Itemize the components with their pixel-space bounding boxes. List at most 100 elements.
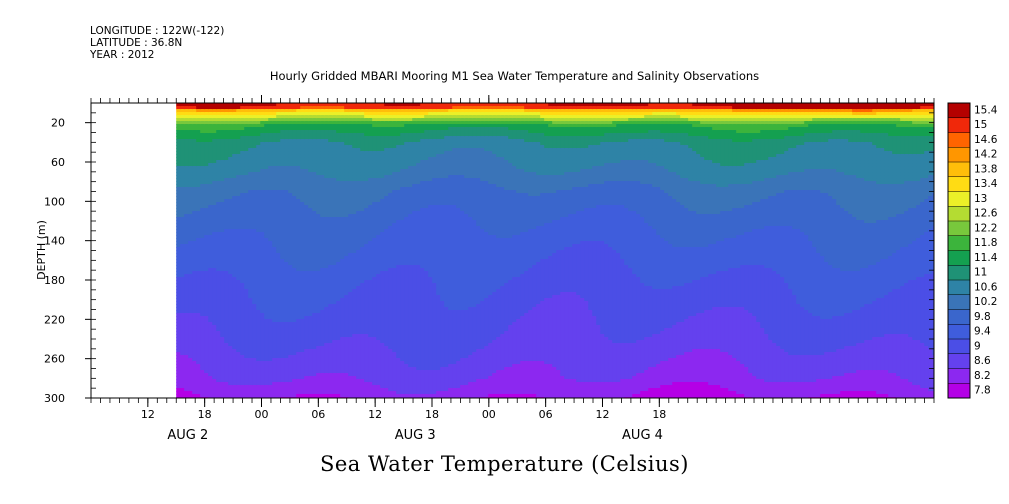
heatmap-cell [340, 223, 345, 227]
heatmap-cell [276, 394, 281, 398]
heatmap-cell [212, 364, 217, 368]
heatmap-cell [348, 172, 353, 176]
heatmap-cell [320, 385, 325, 389]
heatmap-cell [268, 340, 273, 344]
heatmap-cell [316, 151, 321, 155]
heatmap-cell [304, 205, 309, 209]
heatmap-cell [340, 346, 345, 350]
heatmap-cell [348, 118, 353, 122]
heatmap-cell [372, 319, 377, 323]
heatmap-cell [196, 154, 201, 158]
heatmap-cell [244, 229, 249, 233]
heatmap-cell [216, 154, 221, 158]
heatmap-cell [256, 190, 261, 194]
heatmap-cell [184, 232, 189, 236]
heatmap-cell [304, 262, 309, 266]
heatmap-cell [288, 304, 293, 308]
heatmap-cell [252, 124, 257, 128]
heatmap-cell [224, 187, 229, 191]
heatmap-cell [352, 118, 357, 122]
heatmap-cell [336, 355, 341, 359]
heatmap-cell [180, 121, 185, 125]
heatmap-cell [240, 103, 245, 107]
heatmap-cell [292, 121, 297, 125]
heatmap-cell [228, 358, 233, 362]
heatmap-cell [212, 223, 217, 227]
heatmap-cell [368, 196, 373, 200]
heatmap-cell [344, 361, 349, 365]
heatmap-cell [308, 127, 313, 131]
heatmap-cell [320, 376, 325, 380]
heatmap-cell [364, 376, 369, 380]
heatmap-cell [224, 208, 229, 212]
heatmap-cell [192, 193, 197, 197]
heatmap-cell [212, 145, 217, 149]
heatmap-cell [244, 355, 249, 359]
heatmap-cell [212, 334, 217, 338]
heatmap-cell [372, 148, 377, 152]
heatmap-cell [208, 247, 213, 251]
heatmap-cell [196, 271, 201, 275]
heatmap-cell [324, 367, 329, 371]
heatmap-cell [188, 346, 193, 350]
heatmap-cell [320, 160, 325, 164]
heatmap-cell [228, 280, 233, 284]
heatmap-cell [340, 349, 345, 353]
heatmap-cell [232, 178, 237, 182]
heatmap-cell [252, 304, 257, 308]
heatmap-cell [316, 268, 321, 272]
heatmap-cell [240, 106, 245, 110]
heatmap-cell [324, 124, 329, 128]
heatmap-cell [288, 106, 293, 110]
heatmap-cell [344, 196, 349, 200]
heatmap-cell [296, 226, 301, 230]
heatmap-cell [336, 187, 341, 191]
heatmap-cell [348, 109, 353, 113]
heatmap-cell [364, 361, 369, 365]
heatmap-cell [340, 241, 345, 245]
heatmap-cell [188, 367, 193, 371]
heatmap-cell [340, 244, 345, 248]
heatmap-cell [328, 250, 333, 254]
heatmap-cell [204, 145, 209, 149]
heatmap-cell [328, 265, 333, 269]
heatmap-cell [276, 346, 281, 350]
heatmap-cell [220, 313, 225, 317]
heatmap-cell [340, 208, 345, 212]
heatmap-cell [312, 346, 317, 350]
heatmap-cell [244, 268, 249, 272]
heatmap-cell [256, 229, 261, 233]
heatmap-cell [260, 103, 265, 107]
heatmap-cell [256, 262, 261, 266]
heatmap-cell [312, 286, 317, 290]
heatmap-cell [312, 370, 317, 374]
heatmap-cell [308, 196, 313, 200]
heatmap-cell [244, 220, 249, 224]
heatmap-cell [328, 256, 333, 260]
heatmap-cell [176, 196, 181, 200]
heatmap-cell [212, 193, 217, 197]
heatmap-cell [232, 181, 237, 185]
heatmap-cell [336, 289, 341, 293]
heatmap-cell [180, 196, 185, 200]
heatmap-cell [276, 121, 281, 125]
heatmap-cell [280, 379, 285, 383]
heatmap-cell [308, 379, 313, 383]
heatmap-cell [336, 379, 341, 383]
heatmap-cell [216, 283, 221, 287]
heatmap-cell [364, 205, 369, 209]
heatmap-cell [240, 286, 245, 290]
heatmap-cell [280, 277, 285, 281]
heatmap-cell [316, 307, 321, 311]
heatmap-cell [208, 154, 213, 158]
heatmap-cell [260, 217, 265, 221]
heatmap-cell [284, 358, 289, 362]
heatmap-cell [236, 319, 241, 323]
heatmap-cell [280, 325, 285, 329]
heatmap-cell [316, 148, 321, 152]
heatmap-cell [304, 310, 309, 314]
heatmap-cell [184, 391, 189, 395]
heatmap-cell [240, 358, 245, 362]
heatmap-cell [360, 286, 365, 290]
heatmap-cell [368, 109, 373, 113]
